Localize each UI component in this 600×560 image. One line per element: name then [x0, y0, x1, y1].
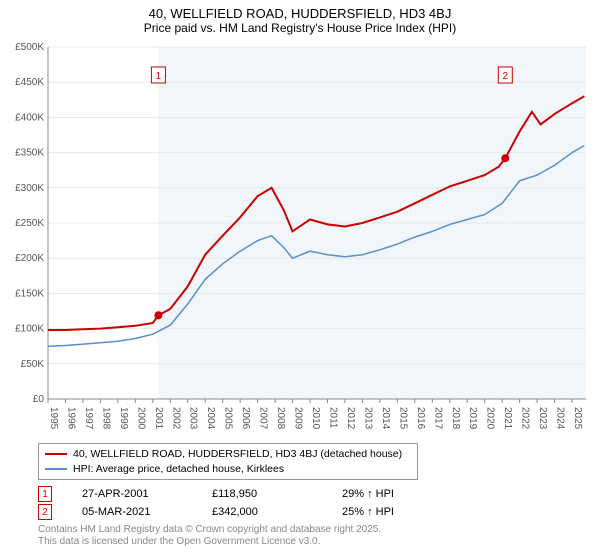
legend-item: 40, WELLFIELD ROAD, HUDDERSFIELD, HD3 4B… [45, 447, 411, 462]
marker-row: 2 05-MAR-2021 £342,000 25% ↑ HPI [38, 504, 592, 520]
svg-text:2013: 2013 [362, 407, 373, 430]
svg-text:£150K: £150K [15, 288, 44, 299]
svg-text:£0: £0 [33, 394, 45, 405]
legend-label: HPI: Average price, detached house, Kirk… [73, 462, 284, 477]
marker-price: £342,000 [212, 506, 312, 518]
svg-text:1998: 1998 [100, 407, 111, 430]
svg-text:2014: 2014 [380, 407, 391, 430]
svg-text:2006: 2006 [240, 407, 251, 430]
chart-title: 40, WELLFIELD ROAD, HUDDERSFIELD, HD3 4B… [8, 6, 592, 21]
svg-text:2015: 2015 [397, 407, 408, 430]
svg-text:2001: 2001 [153, 407, 164, 430]
svg-text:2009: 2009 [293, 407, 304, 430]
svg-text:2018: 2018 [450, 407, 461, 430]
svg-text:£100K: £100K [15, 324, 44, 335]
svg-text:2000: 2000 [135, 407, 146, 430]
svg-text:2: 2 [503, 71, 509, 82]
svg-text:2008: 2008 [275, 407, 286, 430]
price-chart: £0 £50K £100K £150K £200K £250K £300K £350K £400… [8, 39, 592, 439]
marker-delta: 29% ↑ HPI [342, 488, 442, 500]
svg-text:2016: 2016 [415, 407, 426, 430]
svg-text:2017: 2017 [432, 407, 443, 430]
svg-text:£200K: £200K [15, 253, 44, 264]
svg-text:1996: 1996 [65, 407, 76, 430]
copyright-line: Contains HM Land Registry data © Crown c… [38, 524, 592, 536]
svg-text:2021: 2021 [502, 407, 513, 430]
svg-text:2020: 2020 [485, 407, 496, 430]
svg-text:2024: 2024 [555, 407, 566, 430]
copyright-line: This data is licensed under the Open Gov… [38, 536, 592, 548]
svg-text:£450K: £450K [15, 77, 44, 88]
marker-badge: 2 [38, 504, 52, 520]
svg-text:1999: 1999 [118, 407, 129, 430]
legend-item: HPI: Average price, detached house, Kirk… [45, 462, 411, 477]
svg-text:1: 1 [156, 71, 162, 82]
marker-date: 27-APR-2001 [82, 488, 182, 500]
svg-text:2005: 2005 [223, 407, 234, 430]
marker-row: 1 27-APR-2001 £118,950 29% ↑ HPI [38, 486, 592, 502]
marker-badge: 1 [38, 486, 52, 502]
svg-text:1995: 1995 [48, 407, 59, 430]
legend: 40, WELLFIELD ROAD, HUDDERSFIELD, HD3 4B… [38, 443, 418, 480]
svg-text:£300K: £300K [15, 183, 44, 194]
svg-text:2010: 2010 [310, 407, 321, 430]
chart-subtitle: Price paid vs. HM Land Registry's House … [8, 21, 592, 35]
svg-text:2003: 2003 [188, 407, 199, 430]
svg-text:2025: 2025 [572, 407, 583, 430]
svg-text:2007: 2007 [258, 407, 269, 430]
copyright: Contains HM Land Registry data © Crown c… [38, 524, 592, 548]
marker-date: 05-MAR-2021 [82, 506, 182, 518]
svg-text:£350K: £350K [15, 148, 44, 159]
svg-text:2011: 2011 [327, 407, 338, 429]
svg-text:2023: 2023 [537, 407, 548, 430]
marker-delta: 25% ↑ HPI [342, 506, 442, 518]
marker-price: £118,950 [212, 488, 312, 500]
marker-table: 1 27-APR-2001 £118,950 29% ↑ HPI 2 05-MA… [38, 486, 592, 520]
svg-text:2002: 2002 [170, 407, 181, 430]
svg-text:2022: 2022 [520, 407, 531, 430]
svg-text:£250K: £250K [15, 218, 44, 229]
svg-text:1997: 1997 [83, 407, 94, 430]
legend-label: 40, WELLFIELD ROAD, HUDDERSFIELD, HD3 4B… [73, 447, 402, 462]
svg-text:2012: 2012 [345, 407, 356, 430]
svg-text:2004: 2004 [205, 407, 216, 430]
svg-text:£400K: £400K [15, 112, 44, 123]
svg-text:2019: 2019 [467, 407, 478, 430]
svg-text:£50K: £50K [21, 359, 45, 370]
svg-text:£500K: £500K [15, 42, 44, 53]
